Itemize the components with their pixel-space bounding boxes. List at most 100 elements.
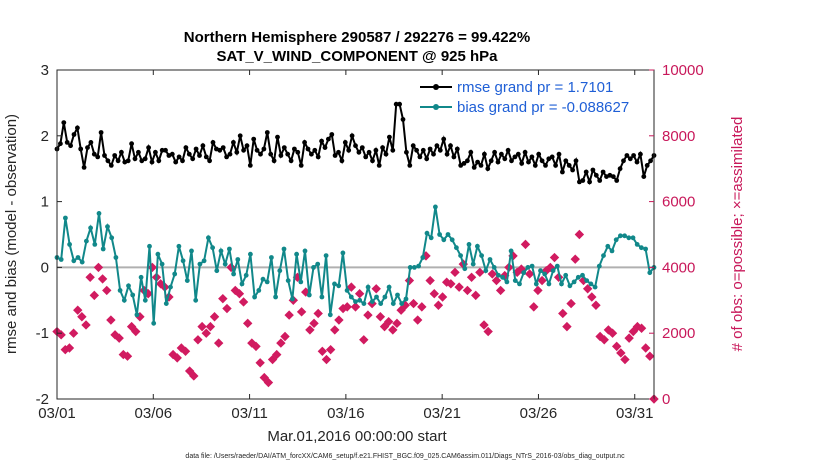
rmse-point (522, 149, 528, 155)
bias-point (512, 278, 518, 283)
bias-point (327, 312, 333, 318)
rmse-point (526, 159, 531, 165)
bias-point (260, 276, 266, 282)
rmse-point (186, 151, 192, 157)
obs-count-marker (354, 289, 365, 299)
rmse-point (220, 145, 226, 151)
bias-point (618, 233, 623, 239)
rmse-point (241, 147, 247, 153)
rmse-point (342, 140, 348, 145)
obs-count-marker (562, 321, 572, 332)
y-tick-label-left: -1 (36, 325, 49, 342)
bias-point (163, 301, 169, 306)
bias-point (75, 255, 81, 260)
y-tick-label-right: 6000 (662, 194, 695, 211)
obs-count-marker (209, 312, 220, 322)
obs-count-marker (620, 354, 630, 365)
obs-count-marker (56, 330, 66, 340)
bias-point (189, 248, 194, 254)
rmse-point (108, 163, 114, 168)
bias-point (470, 261, 476, 267)
rmse-point (210, 140, 216, 145)
obs-count-marker (97, 274, 108, 284)
bias-point (420, 255, 426, 260)
rmse-point (281, 145, 287, 151)
bias-point (353, 299, 358, 304)
bias-point (529, 263, 535, 269)
rmse-point (539, 158, 545, 164)
bias-point (546, 281, 552, 287)
obs-count-marker (437, 292, 448, 302)
obs-count-marker (102, 285, 112, 296)
rmse-point (278, 153, 284, 158)
bias-point (567, 283, 573, 289)
rmse-point (237, 133, 243, 139)
rmse-point (258, 151, 263, 157)
obs-count-marker (213, 338, 224, 348)
legend-bias-marker (433, 104, 439, 110)
bias-point (424, 230, 430, 236)
bias-point (96, 211, 102, 216)
bias-point (428, 235, 434, 241)
obs-count-marker (89, 290, 100, 301)
y-tick-label-left: 0 (41, 259, 49, 276)
bias-point (491, 265, 497, 270)
y-tick-label-left: 3 (41, 62, 49, 79)
obs-count-marker (276, 338, 286, 348)
bias-point (63, 215, 68, 221)
rmse-point (627, 156, 633, 162)
obs-count-marker (495, 285, 506, 296)
rmse-point (505, 147, 511, 153)
bias-point (285, 278, 291, 283)
bias-point (525, 265, 531, 270)
bias-point (67, 242, 72, 247)
y-tick-label-right: 4000 (662, 259, 695, 276)
rmse-point (414, 147, 419, 153)
rmse-point (268, 151, 274, 157)
obs-count-marker (218, 293, 228, 304)
obs-count-marker (450, 267, 460, 278)
bias-point (483, 268, 489, 274)
x-axis: 03/01 03/06 03/11 03/16 03/21 03/26 03/31 (38, 70, 654, 422)
bias-point (361, 301, 367, 306)
rmse-point (349, 133, 355, 139)
bias-point (647, 270, 653, 276)
rmse-point (532, 163, 538, 168)
y-axis-left-label: rmse and bias (model - observation) (3, 114, 20, 354)
obs-count-marker (363, 310, 373, 320)
rmse-point (502, 156, 508, 162)
obs-count-marker (122, 351, 133, 361)
rmse-point (624, 153, 630, 158)
rmse-point (275, 134, 280, 140)
bias-point (138, 274, 144, 280)
rmse-point (614, 178, 620, 183)
bias-point (252, 294, 257, 300)
rmse-point (475, 159, 480, 165)
y-axis-left: -2 -1 0 1 2 3 (36, 62, 62, 408)
bias-point (521, 270, 527, 276)
bias-point (239, 281, 245, 287)
rmse-point (329, 132, 335, 137)
rmse-point (125, 158, 131, 164)
rmse-point (543, 163, 548, 168)
obs-count-marker (321, 354, 332, 365)
obs-count-marker (296, 307, 307, 317)
bias-point (231, 271, 237, 277)
rmse-point (570, 167, 575, 173)
bias-point (134, 312, 140, 318)
obs-count-marker (325, 344, 336, 355)
rmse-point (644, 163, 650, 168)
rmse-point (217, 147, 223, 153)
rmse-point (495, 159, 501, 165)
bias-point (407, 265, 413, 270)
obs-count-marker (628, 326, 638, 337)
rmse-point (509, 158, 514, 164)
bias-point (298, 279, 304, 285)
bias-point (277, 268, 283, 274)
rmse-point (529, 154, 535, 160)
x-tick-label: 03/11 (231, 405, 267, 422)
obs-count-marker (574, 229, 585, 240)
bias-point (504, 279, 510, 285)
rmse-point (471, 165, 477, 170)
rmse-point (560, 169, 565, 175)
